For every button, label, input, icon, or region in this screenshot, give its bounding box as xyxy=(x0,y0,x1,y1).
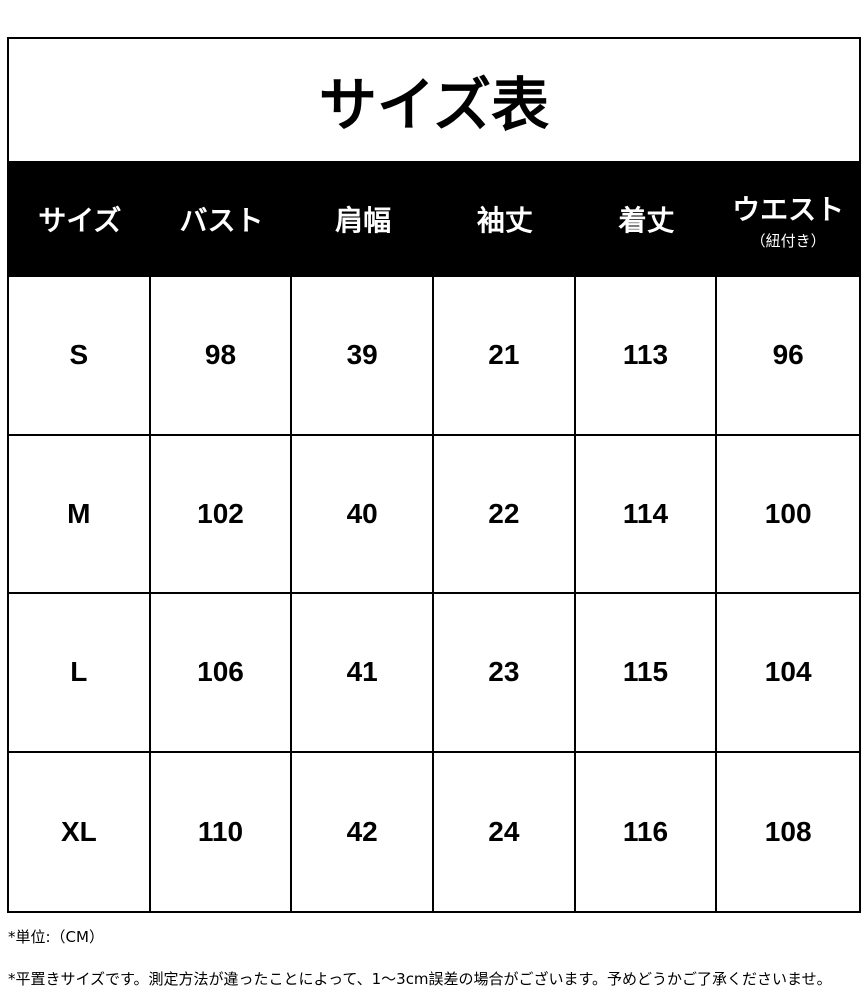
column-header: バスト xyxy=(151,161,293,277)
table-cell: 113 xyxy=(575,277,718,436)
table-body: S 98 39 21 113 96 M 102 40 22 114 100 L 106 41 23 115 104… xyxy=(9,277,859,911)
column-header-label: ウエスト xyxy=(732,192,845,226)
table-cell: 98 xyxy=(150,277,293,436)
column-header: ウエスト （紐付き） xyxy=(717,161,859,277)
chart-title: サイズ表 xyxy=(318,71,550,139)
column-header: 着丈 xyxy=(576,161,718,277)
table-cell: 108 xyxy=(764,815,812,847)
table-cell: 42 xyxy=(292,752,434,911)
size-label-cell: XL xyxy=(9,752,151,911)
table-cell: 106 xyxy=(150,594,293,753)
unit-note: *単位:（CM） xyxy=(8,928,104,946)
size-label-cell: L xyxy=(9,594,151,753)
table-cell: 100 xyxy=(717,436,859,594)
column-header-label: サイズ xyxy=(38,204,122,237)
table-cell: 41 xyxy=(292,594,434,753)
column-header: 袖丈 xyxy=(434,161,576,277)
table-cell: 114 xyxy=(575,435,718,594)
table-cell: 23 xyxy=(434,594,576,753)
table-cell: 22 xyxy=(434,435,576,594)
column-header-label: 着丈 xyxy=(618,204,675,237)
column-header: サイズ xyxy=(9,161,151,277)
size-label-cell: M xyxy=(9,435,151,594)
header-row: サイズ バスト 肩幅 袖丈 着丈 ウエスト （紐付き） xyxy=(9,161,859,277)
table-cell: 115 xyxy=(575,594,718,753)
table-cell: 116 xyxy=(576,752,718,911)
table-cell: 39 xyxy=(292,277,434,436)
column-header-label: 袖丈 xyxy=(476,204,533,237)
size-chart: サイズ表 サイズ バスト 肩幅 袖丈 着丈 ウエスト （紐付き） S 98 39 21 113 96 M… xyxy=(7,37,861,913)
disclaimer-note: *平置きサイズです。測定方法が違ったことによって、1〜3cm誤差の場合がございま… xyxy=(8,970,832,988)
table-cell: 40 xyxy=(292,435,434,594)
column-header: 肩幅 xyxy=(292,161,434,277)
column-header-sub: （紐付き） xyxy=(750,231,826,250)
column-header-label: 肩幅 xyxy=(335,204,392,237)
table-cell: 24 xyxy=(434,752,576,911)
table-cell: 21 xyxy=(434,277,576,436)
table-cell: 110 xyxy=(151,752,293,911)
table-cell: 104 xyxy=(717,594,859,753)
table-cell: 102 xyxy=(150,435,293,594)
table-cell: 96 xyxy=(717,277,859,436)
column-header-label: バスト xyxy=(179,204,264,237)
size-label-cell: S xyxy=(9,277,151,436)
